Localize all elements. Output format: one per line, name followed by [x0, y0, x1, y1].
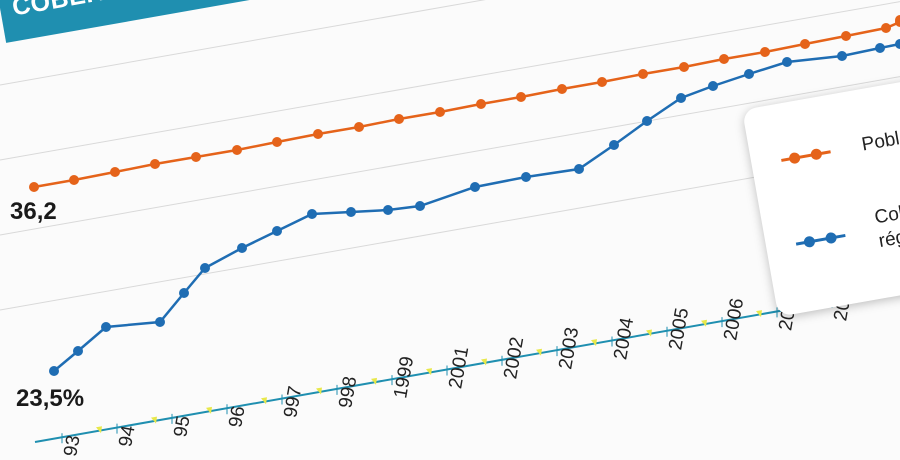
x-tick-label: 1999 [390, 355, 418, 400]
x-tick-label: 2006 [720, 297, 748, 342]
population-point [895, 15, 900, 25]
coverage-point [895, 39, 900, 49]
population-point [760, 47, 770, 57]
legend-swatch-coverage [795, 231, 846, 249]
population-point [841, 31, 851, 41]
population-point [232, 145, 242, 155]
x-tick-label: 93 [60, 434, 84, 458]
x-tick-label: 95 [170, 414, 194, 438]
population-point [29, 182, 39, 192]
coverage-point [101, 322, 111, 332]
x-tick-label: 2005 [665, 306, 693, 351]
coverage-point [272, 226, 282, 236]
x-tick-label: 2004 [610, 316, 638, 362]
coverage-point [642, 116, 652, 126]
population-point [272, 137, 282, 147]
coverage-point [155, 317, 165, 327]
gridline [0, 151, 900, 311]
population-point [69, 175, 79, 185]
population-start-label: 36,2 [10, 198, 57, 225]
coverage-point [383, 205, 393, 215]
population-point [435, 107, 445, 117]
population-point [800, 39, 810, 49]
coverage-line [53, 42, 900, 372]
axis-marker [591, 339, 597, 347]
x-tick-label: 94 [115, 424, 139, 449]
population-point [881, 23, 891, 33]
coverage-point [49, 366, 59, 376]
coverage-point [609, 140, 619, 150]
population-point [516, 92, 526, 102]
x-tick-label: 2003 [555, 326, 583, 371]
coverage-point [708, 81, 718, 91]
axis-marker [371, 377, 377, 385]
coverage-point [837, 51, 847, 61]
x-tick-label: 96 [225, 405, 249, 429]
axis-marker [536, 348, 542, 356]
legend-label-coverage: Cob régi [873, 201, 900, 254]
legend-label-coverage-line2: régi [877, 225, 900, 253]
axis-marker [646, 329, 652, 337]
coverage-point [73, 346, 83, 356]
axis-marker [481, 358, 487, 366]
axis-marker [151, 416, 157, 424]
coverage-start-label: 23,5% [16, 385, 85, 412]
legend-swatch-population [781, 147, 831, 165]
coverage-point [237, 243, 247, 253]
population-point [476, 99, 486, 109]
coverage-point [179, 288, 189, 298]
population-point [150, 159, 160, 169]
population-point [557, 84, 567, 94]
population-point [191, 152, 201, 162]
coverage-point [521, 172, 531, 182]
coverage-point [307, 209, 317, 219]
x-axis [34, 288, 900, 443]
coverage-point [676, 93, 686, 103]
x-tick-label: 997 [280, 385, 306, 420]
population-point [719, 54, 729, 64]
gridline [0, 1, 900, 161]
coverage-point [470, 182, 480, 192]
gridline [0, 76, 900, 236]
x-tick-label: 2002 [500, 335, 528, 380]
coverage-point [875, 43, 885, 53]
axis-marker [426, 368, 432, 376]
coverage-point [744, 69, 754, 79]
gridline [0, 0, 486, 86]
coverage-point [782, 57, 792, 67]
population-point [638, 69, 648, 79]
population-line [33, 20, 900, 189]
coverage-point [415, 201, 425, 211]
population-point [597, 77, 607, 87]
x-axis-line [34, 288, 900, 443]
population-point [679, 62, 689, 72]
population-point [110, 167, 120, 177]
population-point [313, 129, 323, 139]
x-tick-labels: 93 94 95 96 997 998 1999 2001 2002 2003 2004 2005 20… [60, 277, 872, 458]
series-lines [29, 15, 900, 376]
axis-marker [261, 397, 267, 405]
axis-marker [316, 387, 322, 395]
axis-marker [96, 426, 102, 434]
axis-marker [701, 319, 707, 327]
coverage-point [346, 207, 356, 217]
axis-marker [756, 310, 762, 318]
legend-label-population: Pobla [860, 126, 900, 156]
population-point [394, 114, 404, 124]
coverage-point [574, 164, 584, 174]
coverage-point [200, 263, 210, 273]
gridlines [0, 0, 900, 311]
x-tick-label: 2001 [445, 345, 473, 390]
x-tick-label: 998 [335, 375, 361, 410]
population-point [354, 122, 364, 132]
axis-marker [206, 406, 212, 414]
